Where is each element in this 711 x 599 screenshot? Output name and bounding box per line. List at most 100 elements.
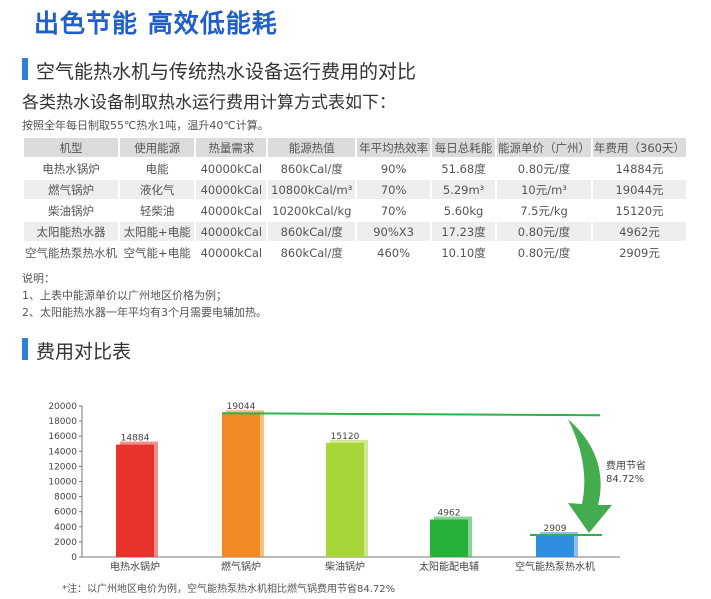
savings-label: 费用节省 — [606, 459, 646, 472]
bar-value-label: 4962 — [438, 509, 461, 519]
header-cell: 热量需求 — [196, 138, 267, 157]
table-cell: 10元/m³ — [497, 180, 591, 199]
header-cell: 机型 — [24, 138, 118, 157]
bar-value-label: 14884 — [121, 434, 150, 444]
table-cell: 柴油锅炉 — [24, 201, 118, 220]
x-axis-labels: 电热水锅炉 燃气锅炉 柴油锅炉 太阳能配电辅 空气能热泵热水机 — [110, 560, 595, 573]
section-marker — [22, 338, 28, 360]
category-label: 柴油锅炉 — [325, 560, 365, 573]
table-cell: 40000kCal — [196, 159, 267, 178]
notes-heading: 说明： — [22, 272, 55, 285]
table-cell: 460% — [357, 243, 431, 262]
category-label: 燃气锅炉 — [221, 560, 261, 573]
table-row: 柴油锅炉 轻柴油 40000kCal 10200kCal/kg 70% 5.60… — [24, 201, 686, 220]
header-cell: 能源单价（广州） — [497, 138, 591, 157]
table-row: 电热水锅炉 电能 40000kCal 860kCal/度 90% 51.68度 … — [24, 159, 686, 178]
bar — [326, 442, 364, 557]
table-cell: 40000kCal — [196, 180, 267, 199]
table-cell: 860kCal/度 — [268, 159, 356, 178]
table-row: 太阳能热水器 太阳能+电能 40000kCal 860kCal/度 90%X3 … — [24, 222, 686, 241]
table-cell: 19044元 — [593, 180, 686, 199]
table-cell: 5.60kg — [432, 201, 495, 220]
table-cell: 5.29m³ — [432, 180, 495, 199]
table-cell: 14884元 — [593, 159, 686, 178]
bar-value-label: 19044 — [227, 402, 256, 412]
table-cell: 燃气锅炉 — [24, 180, 118, 199]
bar-value-label: 2909 — [544, 524, 567, 534]
table-header-row: 机型 使用能源 热量需求 能源热值 年平均热效率 每日总耗能 能源单价（广州） … — [24, 138, 686, 157]
y-axis: 0 2000 4000 6000 8000 10000 12000 14000 16000 180… — [48, 402, 620, 563]
table-cell: 电热水锅炉 — [24, 159, 118, 178]
table-cell: 15120元 — [593, 201, 686, 220]
table-cell: 40000kCal — [196, 243, 267, 262]
bars: 14884 19044 15120 4962 2909 — [116, 402, 578, 557]
table-cell: 10.10度 — [432, 243, 495, 262]
table-cell: 电能 — [120, 159, 195, 178]
bar — [430, 519, 468, 557]
cost-bar-chart: 0 2000 4000 6000 8000 10000 12000 14000 16000 180… — [48, 402, 646, 573]
table-cell: 液化气 — [120, 180, 195, 199]
note-item: 2、太阳能热水器一年平均有3个月需要电辅加热。 — [22, 306, 267, 319]
bar — [222, 413, 260, 557]
y-tick-label: 20000 — [48, 402, 77, 412]
cost-comparison-table: 机型 使用能源 热量需求 能源热值 年平均热效率 每日总耗能 能源单价（广州） … — [22, 136, 688, 264]
header-cell: 年平均热效率 — [357, 138, 431, 157]
notes: 说明： 1、上表中能源单价以广州地区价格为例； 2、太阳能热水器一年平均有3个月… — [22, 270, 267, 321]
table-cell: 空气能+电能 — [120, 243, 195, 262]
y-tick-label: 10000 — [48, 478, 77, 488]
section-marker — [22, 58, 28, 80]
calc-condition: 按照全年每日制取55℃热水1吨，温升40℃计算。 — [22, 119, 269, 132]
y-tick-label: 6000 — [54, 508, 77, 518]
category-label: 电热水锅炉 — [110, 560, 160, 573]
table-cell: 7.5元/kg — [497, 201, 591, 220]
table-row: 空气能热泵热水机 空气能+电能 40000kCal 860kCal/度 460%… — [24, 243, 686, 262]
table-row: 燃气锅炉 液化气 40000kCal 10800kCal/m³ 70% 5.29… — [24, 180, 686, 199]
y-tick-label: 4000 — [54, 523, 77, 533]
table-cell: 轻柴油 — [120, 201, 195, 220]
note-item: 1、上表中能源单价以广州地区价格为例； — [22, 289, 227, 302]
savings-arrow-icon — [568, 419, 612, 534]
table-cell: 40000kCal — [196, 201, 267, 220]
table-cell: 17.23度 — [432, 222, 495, 241]
footnote: *注：以广州地区电价为例，空气能热泵热水机相比燃气锅费用节省84.72% — [62, 584, 396, 595]
table-cell: 0.80元/度 — [497, 243, 591, 262]
section1-title: 空气能热水机与传统热水设备运行费用的对比 — [36, 61, 417, 83]
category-label: 空气能热泵热水机 — [515, 560, 595, 573]
y-tick-label: 14000 — [48, 447, 77, 457]
table-cell: 70% — [357, 201, 431, 220]
category-label: 太阳能配电辅 — [419, 560, 479, 573]
header-cell: 年费用（360天） — [593, 138, 686, 157]
savings-percent: 84.72% — [606, 474, 644, 485]
y-tick-label: 12000 — [48, 462, 77, 472]
table-cell: 4962元 — [593, 222, 686, 241]
table-cell: 70% — [357, 180, 431, 199]
table-cell: 40000kCal — [196, 222, 267, 241]
y-tick-label: 0 — [71, 553, 77, 563]
table-cell: 空气能热泵热水机 — [24, 243, 118, 262]
table-cell: 90%X3 — [357, 222, 431, 241]
table-cell: 太阳能热水器 — [24, 222, 118, 241]
table-cell: 90% — [357, 159, 431, 178]
table-cell: 0.80元/度 — [497, 159, 591, 178]
table-cell: 0.80元/度 — [497, 222, 591, 241]
headline: 出色节能 高效低能耗 — [34, 9, 278, 38]
y-tick-label: 16000 — [48, 432, 77, 442]
header-cell: 能源热值 — [268, 138, 356, 157]
table-cell: 860kCal/度 — [268, 243, 356, 262]
table-cell: 51.68度 — [432, 159, 495, 178]
y-tick-label: 2000 — [54, 538, 77, 548]
bar-value-label: 15120 — [331, 432, 360, 442]
header-cell: 每日总耗能 — [432, 138, 495, 157]
bar — [536, 535, 574, 557]
table-cell: 860kCal/度 — [268, 222, 356, 241]
table-cell: 10800kCal/m³ — [268, 180, 356, 199]
bar — [116, 444, 154, 557]
table-cell: 2909元 — [593, 243, 686, 262]
reference-line-max — [221, 412, 601, 417]
header-cell: 使用能源 — [120, 138, 195, 157]
table-cell: 太阳能+电能 — [120, 222, 195, 241]
section2-title: 费用对比表 — [36, 341, 132, 363]
y-tick-label: 8000 — [54, 493, 77, 503]
table-cell: 10200kCal/kg — [268, 201, 356, 220]
table-subtitle: 各类热水设备制取热水运行费用计算方式表如下： — [22, 93, 396, 113]
